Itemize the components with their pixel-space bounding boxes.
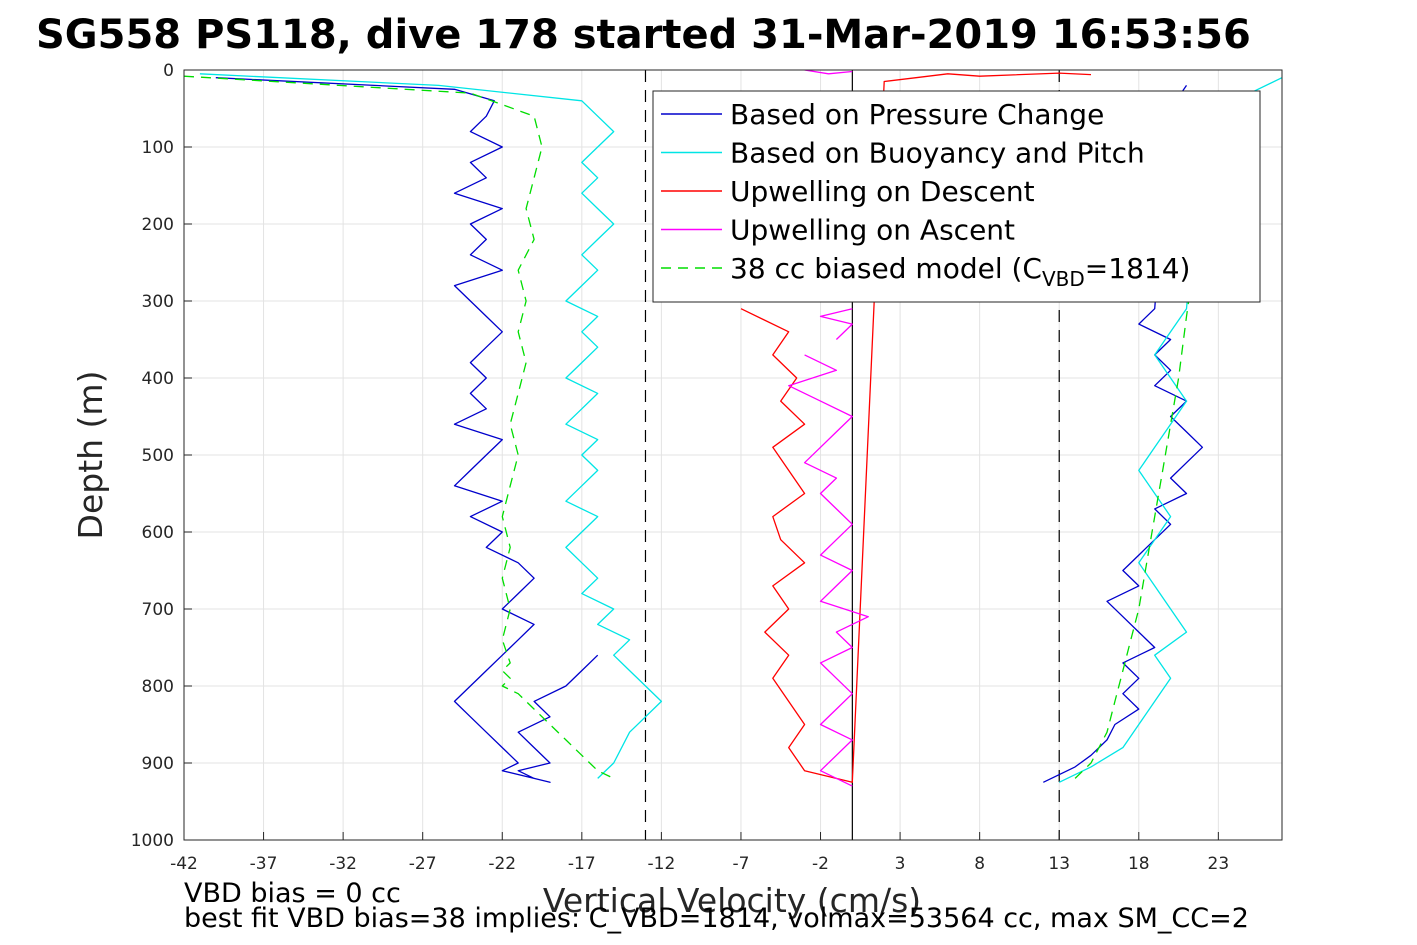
x-tick-label: 13 bbox=[1048, 854, 1070, 874]
series-line-2 bbox=[740, 72, 1092, 783]
series-line-1 bbox=[199, 73, 663, 779]
legend-label-main: Upwelling on Ascent bbox=[730, 214, 1015, 247]
y-tick-label: 100 bbox=[142, 138, 174, 158]
legend-label-main: Based on Pressure Change bbox=[730, 98, 1104, 131]
series-line-4 bbox=[1074, 93, 1219, 779]
x-tick-label: -2 bbox=[812, 854, 829, 874]
legend: Based on Pressure Change Based on Buoyanc… bbox=[652, 90, 1261, 303]
x-tick-label: -32 bbox=[329, 854, 357, 874]
legend-label: 38 cc biased model (CVBD=1814) bbox=[730, 252, 1190, 291]
legend-label-main: Upwelling on Descent bbox=[730, 175, 1035, 208]
x-tick-label: -12 bbox=[648, 854, 676, 874]
y-tick-label: 600 bbox=[142, 523, 174, 543]
series-line-3 bbox=[819, 308, 853, 340]
x-tick-label: -37 bbox=[250, 854, 278, 874]
x-tick-label: 3 bbox=[895, 854, 906, 874]
y-axis-label: Depth (m) bbox=[71, 371, 110, 540]
footer-vbd-bias: VBD bias = 0 cc bbox=[184, 878, 401, 909]
series-line-0 bbox=[1043, 85, 1204, 783]
x-tick-label: 23 bbox=[1208, 854, 1230, 874]
x-axis-ticks: -42 -37 -32 -27 -22 -17 -12 -7 -2 3 8 13 18 23 bbox=[170, 832, 1229, 874]
y-tick-label: 900 bbox=[142, 754, 174, 774]
y-tick-label: 700 bbox=[142, 600, 174, 620]
x-tick-label: -17 bbox=[568, 854, 596, 874]
legend-label: Based on Pressure Change bbox=[730, 98, 1104, 131]
x-tick-label: -22 bbox=[488, 854, 516, 874]
x-tick-label: -42 bbox=[170, 854, 198, 874]
legend-label: Upwelling on Descent bbox=[730, 175, 1035, 208]
x-tick-label: -27 bbox=[409, 854, 437, 874]
legend-box bbox=[652, 90, 1261, 303]
x-tick-label: 8 bbox=[974, 854, 985, 874]
footer-best-fit: best fit VBD bias=38 implies: C_VBD=1814… bbox=[184, 903, 1249, 934]
y-tick-label: 1000 bbox=[131, 831, 174, 851]
y-axis-ticks: 0 100 200 300 400 500 600 700 800 900 1000 bbox=[131, 61, 192, 851]
x-tick-label: 18 bbox=[1128, 854, 1150, 874]
series-line-3 bbox=[788, 354, 869, 787]
x-axis-label: Vertical Velocity (cm/s) bbox=[543, 881, 921, 920]
legend-label-subscript: VBD bbox=[1042, 267, 1085, 291]
legend-label-main: Based on Buoyancy and Pitch bbox=[730, 137, 1145, 170]
y-tick-label: 500 bbox=[142, 446, 174, 466]
x-tick-label: -7 bbox=[732, 854, 749, 874]
series-line-0 bbox=[215, 77, 599, 783]
legend-label: Based on Buoyancy and Pitch bbox=[730, 137, 1145, 170]
legend-label: Upwelling on Ascent bbox=[730, 214, 1015, 247]
y-tick-label: 200 bbox=[142, 215, 174, 235]
series-line-4 bbox=[184, 75, 614, 779]
chart-title: SG558 PS118, dive 178 started 31-Mar-201… bbox=[36, 12, 1251, 58]
series-group bbox=[184, 70, 1282, 787]
y-tick-label: 400 bbox=[142, 369, 174, 389]
y-tick-label: 300 bbox=[142, 292, 174, 312]
legend-label-tail: =1814) bbox=[1085, 252, 1191, 285]
legend-label-main: 38 cc biased model (C bbox=[730, 252, 1042, 285]
series-line-1 bbox=[1058, 77, 1282, 783]
series-line-3 bbox=[804, 70, 853, 75]
y-tick-label: 0 bbox=[163, 61, 174, 81]
y-tick-label: 800 bbox=[142, 677, 174, 697]
